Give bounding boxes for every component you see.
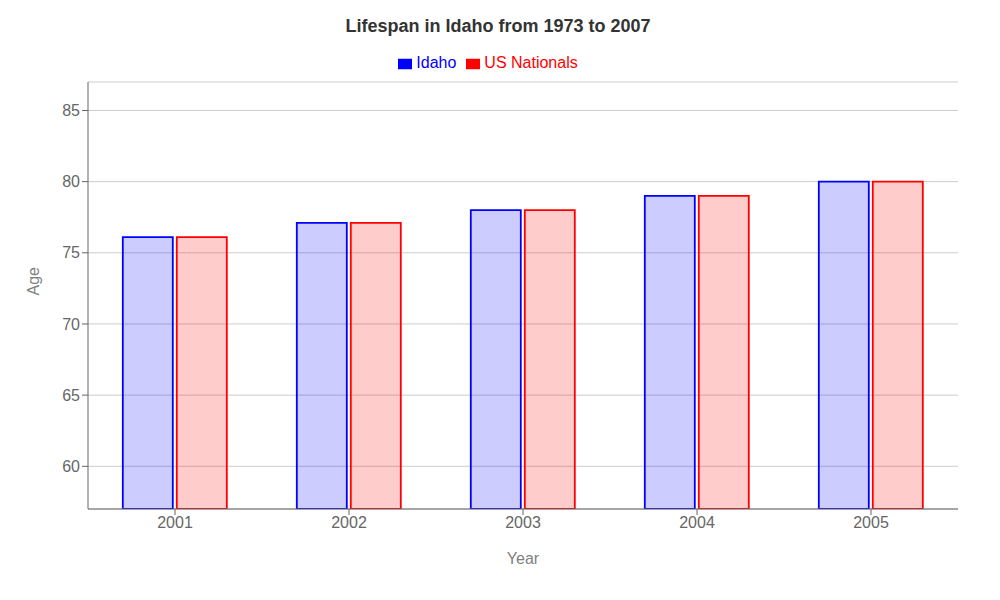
svg-text:2005: 2005 <box>853 514 889 531</box>
svg-text:80: 80 <box>62 173 80 190</box>
svg-text:70: 70 <box>62 316 80 333</box>
svg-text:65: 65 <box>62 387 80 404</box>
svg-text:85: 85 <box>62 102 80 119</box>
html-text:US Nationals: US Nationals <box>484 54 578 71</box>
svg-text:Age: Age <box>25 267 42 296</box>
svg-text:75: 75 <box>62 244 80 261</box>
svg-text:2003: 2003 <box>505 514 541 531</box>
svg-text:Year: Year <box>507 550 540 567</box>
html-text:Lifespan in Idaho from 1973 to: Lifespan in Idaho from 1973 to 2007 <box>345 16 651 36</box>
svg-text:60: 60 <box>62 458 80 475</box>
svg-text:2001: 2001 <box>157 514 193 531</box>
html-text:Idaho: Idaho <box>416 54 457 71</box>
svg-text:2002: 2002 <box>331 514 367 531</box>
svg-text:2004: 2004 <box>679 514 715 531</box>
